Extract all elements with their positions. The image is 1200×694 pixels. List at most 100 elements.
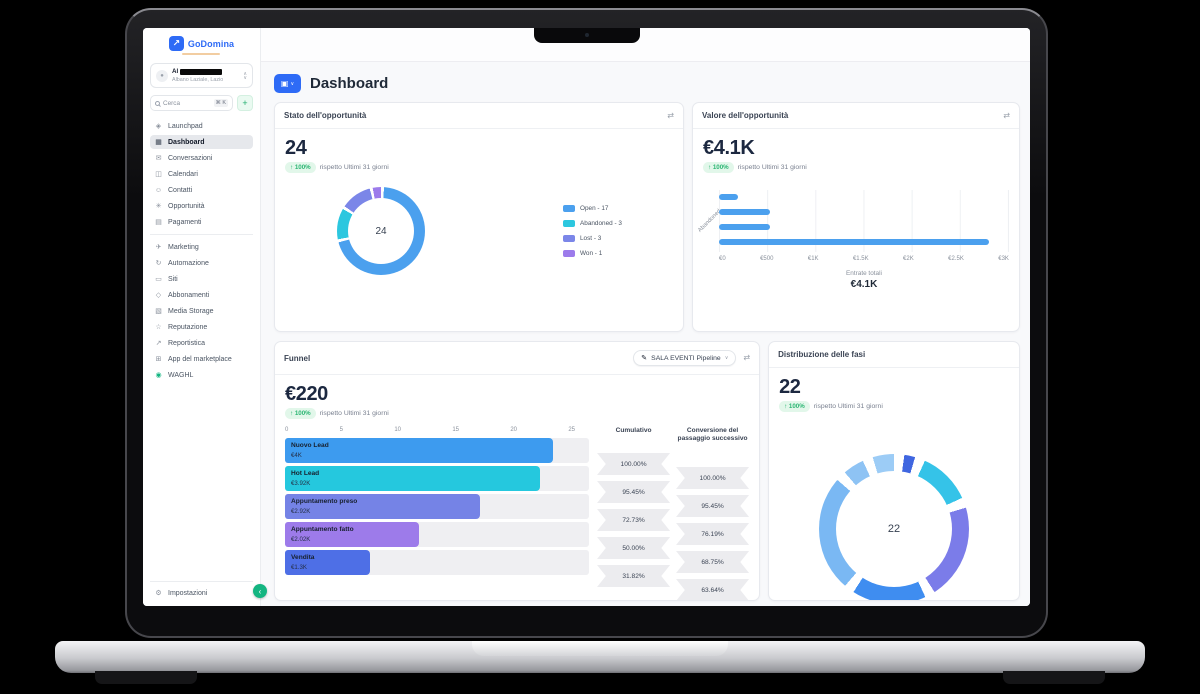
brand-name: GoDomina xyxy=(187,38,235,49)
laptop-thumb-groove xyxy=(472,641,728,656)
sidebar-item-reputazione[interactable]: ☆ Reputazione xyxy=(155,323,208,332)
pipeline-label: SALA EVENTI Pipeline xyxy=(651,354,721,362)
star-icon: ☆ xyxy=(155,324,162,331)
sidebar-item-pagamenti[interactable]: ▤ Pagamenti xyxy=(155,218,202,227)
delta-badge: ↑ 100% xyxy=(703,162,734,173)
card-valore-opportunita: Valore dell'opportunità ⇄ €4.1K ↑ 100% r… xyxy=(692,102,1020,332)
main-area: ▣ ∨ Dashboard Stato dell'opportunità ⇄ xyxy=(261,28,1030,606)
funnel-stage-row: Nuovo Lead €4K xyxy=(285,438,590,463)
period-label: rispetto Ultimi 31 giorni xyxy=(319,164,389,171)
account-chevron-icons: ∧ ∨ xyxy=(243,71,247,81)
sidebar-item-calendari[interactable]: ◫ Calendari xyxy=(155,170,198,179)
x-axis-ticks: €0 €500 €1K €1.5K €2K €2.5K €3K xyxy=(719,256,1009,262)
layout-icon: ▣ xyxy=(280,79,289,88)
legend-swatch xyxy=(563,205,575,212)
funnel-chart: 0 5 10 15 20 25 Nuovo xyxy=(285,427,750,600)
sidebar-item-media-storage[interactable]: ▧ Media Storage xyxy=(155,307,214,316)
valore-plot xyxy=(719,190,1009,252)
sidebar-item-abbonamenti[interactable]: ◇ Abbonamenti xyxy=(155,291,210,300)
card-title: Funnel xyxy=(284,353,311,363)
sidebar-item-launchpad[interactable]: ◈ Launchpad xyxy=(155,122,203,131)
card-funnel: Funnel ✎ SALA EVENTI Pipeline ∨ ⇄ xyxy=(274,341,761,601)
compare-toggle-icon[interactable]: ⇄ xyxy=(667,110,674,120)
account-name-redaction xyxy=(180,68,223,75)
sidebar-item-siti[interactable]: ▭ Siti xyxy=(155,275,178,284)
search-input[interactable]: Cerca ⌘ K xyxy=(150,95,233,111)
conversion-cell: 76.19% xyxy=(676,523,750,545)
bar xyxy=(719,209,771,215)
funnel-cumulative-column: Cumulativo 100.00% 95.45% 72.73% 50.00% … xyxy=(597,427,671,600)
conversion-cell: 68.75% xyxy=(676,551,750,573)
dashboard-grid-icon: ▦ xyxy=(155,139,162,146)
delta-badge: ↑ 100% xyxy=(285,408,316,419)
legend-swatch xyxy=(563,220,575,227)
sidebar-item-opportunita[interactable]: ✳ Opportunità xyxy=(155,202,205,211)
compare-toggle-icon[interactable]: ⇄ xyxy=(743,353,751,362)
gear-icon: ⚙ xyxy=(155,590,162,597)
funnel-stage-row: Hot Lead €3.92K xyxy=(285,466,590,491)
laptop-notch xyxy=(533,28,640,43)
marketplace-grid-icon: ⊞ xyxy=(155,356,162,363)
stat-value: 24 xyxy=(285,137,307,159)
funnel-stage-row: Appuntamento fatto €2.02K xyxy=(285,522,590,547)
valore-bar-chart: Abandoned €0 €500 € xyxy=(697,190,1009,290)
brand-tagline xyxy=(182,53,220,55)
trend-icon: ↗ xyxy=(155,340,162,347)
quick-add-button[interactable]: + xyxy=(237,95,253,111)
media-image-icon: ▧ xyxy=(155,308,162,315)
sidebar-item-conversazioni[interactable]: ✉ Conversazioni xyxy=(155,154,213,163)
legend-item-open[interactable]: Open - 17 xyxy=(563,205,659,212)
cumulative-cell: 50.00% xyxy=(597,537,671,559)
cumulative-header: Cumulativo xyxy=(615,427,652,434)
sidebar-item-impostazioni[interactable]: ⚙ Impostazioni xyxy=(155,589,208,598)
bar xyxy=(719,224,771,230)
pipeline-select[interactable]: ✎ SALA EVENTI Pipeline ∨ xyxy=(633,350,737,366)
sidebar-item-reportistica[interactable]: ↗ Reportistica xyxy=(155,339,205,348)
pencil-icon: ✎ xyxy=(641,355,648,362)
laptop-frame: ↗ GoDomina ● Al Albano Laziale, Lazio ∧ … xyxy=(125,8,1048,638)
stato-legend: Open - 17 Abandoned - 3 Lost - 3 xyxy=(563,205,659,257)
dashboard-menu-button[interactable]: ▣ ∨ xyxy=(274,74,301,93)
sidebar-item-automazione[interactable]: ↻ Automazione xyxy=(155,259,209,268)
sidebar-item-waghl[interactable]: ◉ WAGHL xyxy=(155,371,194,380)
account-avatar: ● xyxy=(156,69,168,82)
cumulative-cell: 95.45% xyxy=(597,481,671,503)
sidebar: ↗ GoDomina ● Al Albano Laziale, Lazio ∧ … xyxy=(143,28,267,606)
sidebar-item-app-marketplace[interactable]: ⊞ App del marketplace xyxy=(155,355,232,364)
stato-donut-center: 24 xyxy=(348,198,414,264)
funnel-bar xyxy=(285,550,371,575)
funnel-bar xyxy=(285,466,541,491)
sidebar-nav-secondary: ✈ Marketing ↻ Automazione ▭ Siti ◇ Abbon… xyxy=(150,240,253,382)
period-label: rispetto Ultimi 31 giorni xyxy=(737,164,807,171)
chevron-down-icon: ∨ xyxy=(243,74,247,81)
total-revenue-value: €4.1K xyxy=(850,279,878,290)
card-title: Valore dell'opportunità xyxy=(702,111,789,120)
search-icon xyxy=(155,100,160,106)
sidebar-item-marketing[interactable]: ✈ Marketing xyxy=(155,243,199,252)
legend-item-won[interactable]: Won - 1 xyxy=(563,250,659,257)
card-distribuzione-fasi: Distribuzione delle fasi 22 ↑ 100% rispe… xyxy=(768,341,1020,601)
sidebar-item-contatti[interactable]: ☺ Contatti xyxy=(154,186,193,194)
conversion-header: Conversione del passaggio successivo xyxy=(677,427,748,442)
funnel-stage-row: Vendita €1.3K xyxy=(285,550,590,575)
funnel-bar xyxy=(285,438,553,463)
legend-item-lost[interactable]: Lost - 3 xyxy=(563,235,659,242)
sidebar-nav-primary: ◈ Launchpad ▦ Dashboard ✉ Conversazioni … xyxy=(150,119,253,229)
calendar-icon: ◫ xyxy=(155,171,162,178)
sidebar-divider xyxy=(150,234,253,235)
account-switcher[interactable]: ● Al Albano Laziale, Lazio ∧ ∨ xyxy=(150,63,253,88)
membership-icon: ◇ xyxy=(155,292,162,299)
compare-toggle-icon[interactable]: ⇄ xyxy=(1003,110,1010,120)
paper-plane-icon: ✈ xyxy=(155,244,162,251)
cumulative-cell: 31.82% xyxy=(597,565,671,587)
sidebar-item-dashboard[interactable]: ▦ Dashboard xyxy=(150,135,253,149)
card-title: Distribuzione delle fasi xyxy=(778,350,866,359)
rocket-icon: ◈ xyxy=(155,123,162,130)
account-location: Albano Laziale, Lazio xyxy=(172,77,224,83)
funnel-bar xyxy=(285,494,480,519)
chat-bubble-icon: ✉ xyxy=(155,155,162,162)
legend-item-abandoned[interactable]: Abandoned - 3 xyxy=(563,220,659,227)
laptop-foot xyxy=(1003,671,1105,684)
chat-widget-button[interactable]: ‹ xyxy=(253,584,267,598)
conversion-cell: 100.00% xyxy=(676,467,750,489)
